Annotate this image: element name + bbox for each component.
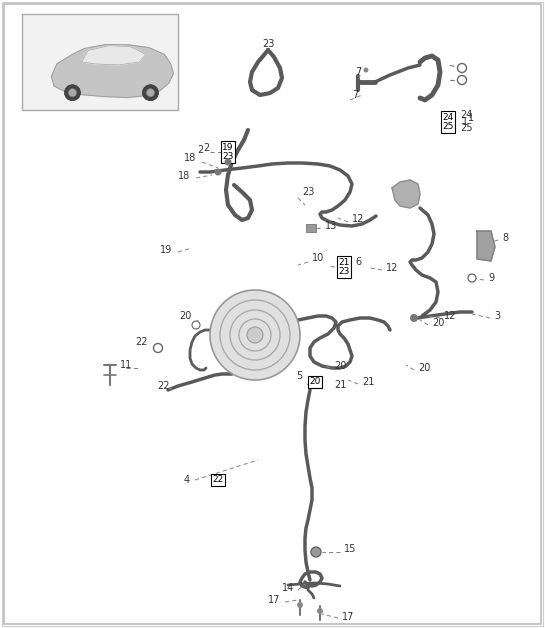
Circle shape bbox=[457, 75, 467, 85]
Polygon shape bbox=[82, 46, 146, 65]
Circle shape bbox=[225, 158, 232, 166]
Polygon shape bbox=[477, 231, 495, 261]
Text: 1: 1 bbox=[462, 117, 468, 127]
Text: 2: 2 bbox=[204, 143, 210, 153]
Circle shape bbox=[410, 314, 418, 322]
Text: 19: 19 bbox=[160, 245, 172, 255]
Text: 14: 14 bbox=[282, 583, 294, 593]
Text: 20: 20 bbox=[418, 363, 431, 373]
Text: 20: 20 bbox=[334, 361, 347, 371]
Text: 25: 25 bbox=[460, 123, 473, 133]
Circle shape bbox=[69, 89, 76, 97]
Text: 22: 22 bbox=[213, 475, 223, 484]
Text: 17: 17 bbox=[342, 612, 354, 622]
Text: 23: 23 bbox=[262, 39, 274, 49]
Text: 9: 9 bbox=[488, 273, 494, 283]
Text: 21: 21 bbox=[334, 380, 347, 390]
Circle shape bbox=[192, 321, 200, 329]
Circle shape bbox=[210, 290, 300, 380]
Text: 11: 11 bbox=[120, 360, 132, 370]
Text: 12: 12 bbox=[444, 311, 456, 321]
Circle shape bbox=[215, 168, 221, 175]
Text: 23: 23 bbox=[302, 187, 314, 197]
Text: 4: 4 bbox=[184, 475, 190, 485]
Polygon shape bbox=[51, 45, 173, 97]
Text: 7: 7 bbox=[352, 90, 358, 100]
Text: 1: 1 bbox=[468, 113, 474, 123]
Text: 12: 12 bbox=[352, 214, 365, 224]
Text: 19
23: 19 23 bbox=[222, 143, 234, 161]
Text: 21: 21 bbox=[362, 377, 374, 387]
Circle shape bbox=[142, 85, 159, 100]
Text: 5: 5 bbox=[296, 371, 302, 381]
Bar bbox=[22, 14, 178, 110]
Bar bbox=[306, 224, 316, 232]
Text: 10: 10 bbox=[312, 253, 324, 263]
Circle shape bbox=[297, 602, 303, 608]
Text: 18: 18 bbox=[178, 171, 190, 181]
Text: 13: 13 bbox=[325, 221, 337, 231]
Text: 21
23: 21 23 bbox=[338, 257, 350, 276]
Text: 6: 6 bbox=[355, 257, 361, 267]
Circle shape bbox=[147, 89, 154, 97]
Circle shape bbox=[64, 85, 81, 100]
Text: 3: 3 bbox=[494, 311, 500, 321]
Text: 18: 18 bbox=[184, 153, 196, 163]
Text: 20: 20 bbox=[180, 311, 192, 321]
Circle shape bbox=[317, 608, 323, 614]
Text: 15: 15 bbox=[344, 544, 356, 554]
Circle shape bbox=[247, 327, 263, 343]
Text: 7: 7 bbox=[355, 67, 361, 77]
Text: 22: 22 bbox=[158, 381, 170, 391]
Circle shape bbox=[364, 67, 368, 72]
Text: 24
25: 24 25 bbox=[443, 112, 453, 131]
Text: 20: 20 bbox=[432, 318, 444, 328]
Text: 24: 24 bbox=[460, 110, 473, 120]
Text: 2: 2 bbox=[198, 145, 204, 155]
Circle shape bbox=[457, 63, 467, 72]
Text: 22: 22 bbox=[136, 337, 148, 347]
Circle shape bbox=[311, 547, 321, 557]
Text: 20: 20 bbox=[310, 377, 320, 386]
Polygon shape bbox=[392, 180, 420, 208]
Circle shape bbox=[468, 274, 476, 282]
Text: 17: 17 bbox=[268, 595, 280, 605]
Text: 12: 12 bbox=[386, 263, 398, 273]
Text: 8: 8 bbox=[502, 233, 508, 243]
Circle shape bbox=[154, 344, 162, 352]
